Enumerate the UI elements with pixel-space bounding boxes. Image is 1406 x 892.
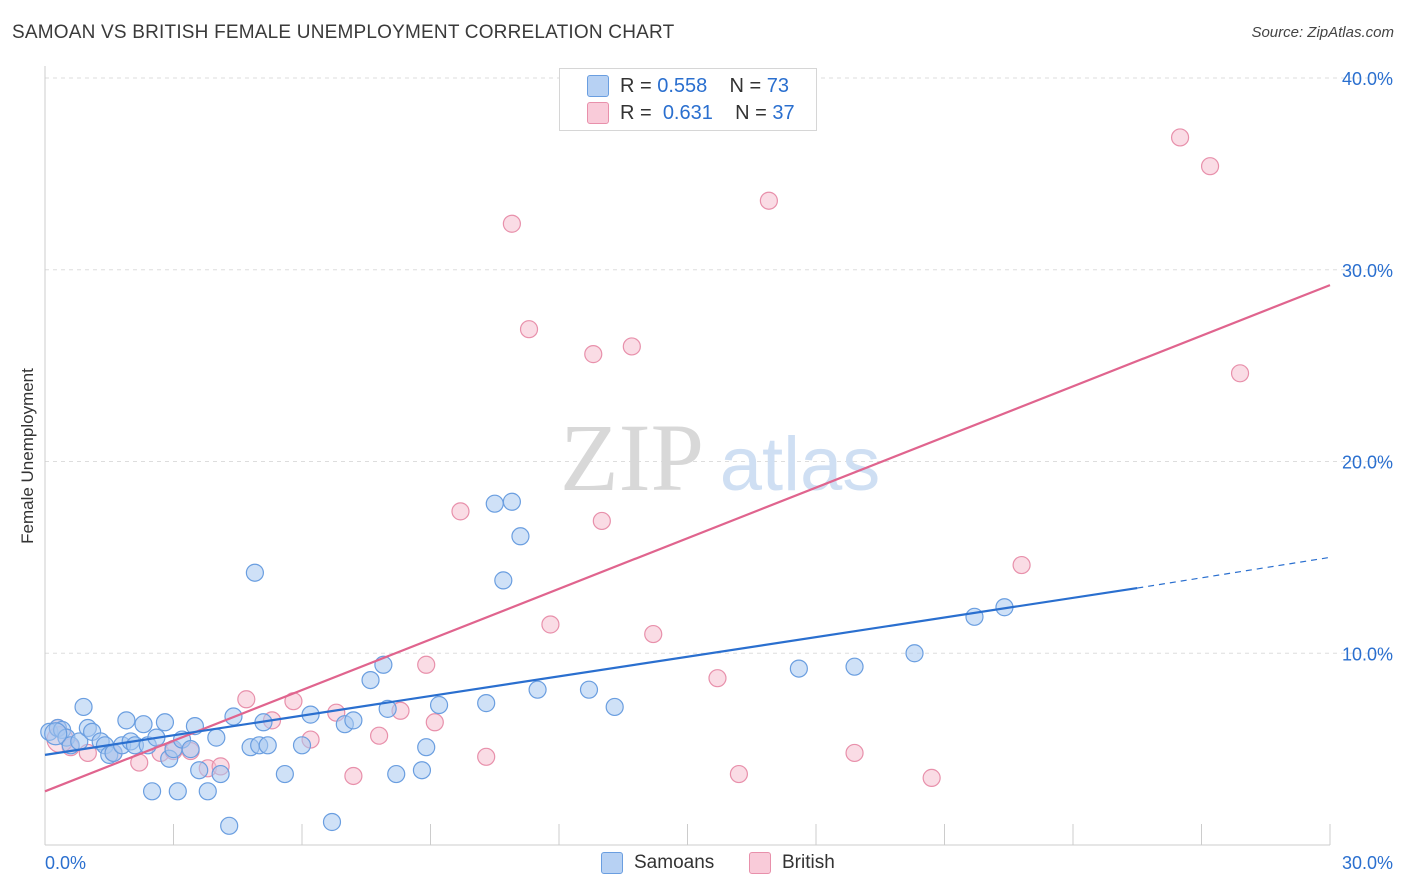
samoans-point [965,607,984,626]
samoans-point [292,736,312,755]
y-tick-label: 20.0% [1342,453,1393,473]
british-legend-label: British [782,852,835,873]
british-point [729,764,749,784]
british-point [644,624,663,644]
samoans-r-label: R = [620,74,652,97]
samoans-point [378,699,397,718]
chart-title: SAMOAN VS BRITISH FEMALE UNEMPLOYMENT CO… [12,22,675,43]
british-point [425,713,444,732]
british-point [451,502,470,521]
samoans-point [142,782,162,801]
british-point [541,615,560,634]
trend-lines [44,284,1331,793]
samoans-point [207,728,226,747]
british-point [1170,128,1190,147]
y-tick-label: 40.0% [1342,69,1393,89]
samoans-point [477,694,496,713]
samoans-point [387,764,406,784]
gridlines [45,77,1392,654]
british-n-label: N = [735,101,767,124]
samoans-point [605,697,624,717]
samoans-point [245,563,264,582]
samoans-n-value: 73 [766,74,790,97]
british-point [344,766,363,786]
watermark: ZIP atlas [560,404,880,511]
british-legend-swatch [749,852,771,874]
british-point [759,191,778,210]
samoans-point [74,697,93,717]
samoans-legend-label: Samoans [634,852,715,873]
legend-item-samoans: Samoans [601,852,714,874]
y-tick-label: 30.0% [1342,261,1393,281]
samoans-point [429,695,449,715]
legend-item-british: British [749,852,835,874]
correlation-legend: R = 0.558 N = 73 R = 0.631 N = 37 [559,68,817,131]
samoans-point [417,738,436,757]
samoans-trend-extension [1137,556,1331,589]
samoans-n-label: N = [729,74,762,97]
british-swatch [587,102,609,124]
samoans-point [220,816,239,835]
samoans-point [258,736,277,755]
british-point [417,655,436,674]
samoans-point [275,764,294,784]
samoans-point [44,722,68,746]
tick-labels: 10.0% 20.0% 30.0% 40.0% 0.0% 30.0% [45,69,1393,873]
british-point [622,337,641,356]
samoans-point [579,680,599,699]
samoans-point [190,761,209,780]
samoans-point [789,659,808,678]
samoans-point [322,812,342,832]
samoans-point [485,494,504,513]
samoans-point [511,527,530,546]
samoans-point [344,711,363,730]
british-point [1200,157,1220,176]
samoans-point [494,571,513,590]
samoans-point [198,782,217,801]
british-point [370,726,389,745]
x-tick-label-max: 30.0% [1342,853,1393,873]
samoans-point [134,715,153,734]
british-point [708,669,727,688]
british-point [237,690,256,709]
british-point [1230,364,1250,383]
british-point [584,345,603,364]
british-point [519,320,539,339]
british-point [922,768,941,787]
british-point [592,511,611,531]
samoans-point [502,492,521,511]
y-tick-label: 10.0% [1342,644,1393,664]
british-r-label: R = [620,101,652,124]
x-tick-label-min: 0.0% [45,853,86,873]
samoans-point [528,680,547,699]
samoans-point [155,713,175,732]
british-r-value: 0.631 [662,101,713,124]
samoans-legend-swatch [601,852,623,874]
samoans-point [181,740,200,759]
watermark-zip: ZIP [560,404,704,511]
samoans-point [845,657,864,676]
samoans-point [211,764,230,784]
british-trend-line [44,284,1331,793]
source-label: Source: ZipAtlas.com [1251,24,1394,41]
samoans-point [168,782,187,801]
samoans-point [412,761,432,780]
axes [44,66,1331,846]
british-point [1012,555,1031,575]
samoans-point [361,670,380,690]
british-point [477,747,496,766]
british-point [502,214,521,233]
samoans-swatch [587,75,609,97]
samoans-r-value: 0.558 [657,74,708,97]
samoans-point [905,644,924,663]
british-n-value: 37 [772,101,795,124]
samoans-point [117,711,136,730]
samoans-points [40,492,1014,835]
samoans-trend-line [44,586,1138,756]
british-point [845,743,864,763]
